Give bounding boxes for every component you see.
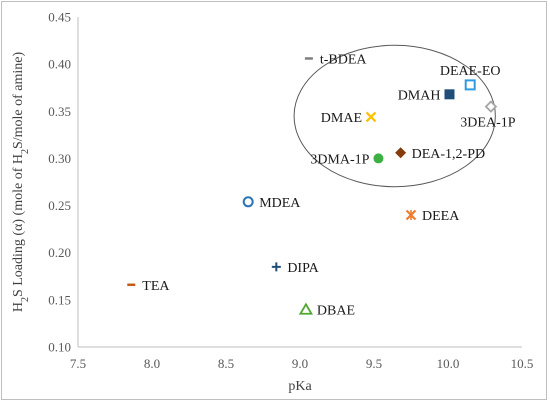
data-point [464,79,476,91]
y-axis-title: H2S Loading (α) (mole of H2S/mole of ami… [11,51,31,312]
x-tick-label: 9.0 [292,356,308,371]
data-point [395,147,407,159]
highlight-ellipse-layer [293,44,496,188]
point-label: DEA-1,2-PD [412,147,486,162]
point-label: DBAE [317,303,355,318]
data-point [298,302,313,315]
data-point [484,100,498,113]
y-tick-label: 0.40 [48,57,71,72]
axes [77,17,522,348]
x-tick-label: 10.5 [511,356,534,371]
y-title-part: S Loading (α) (mole of H [11,154,26,297]
y-title-part: H [11,302,26,312]
y-tick-label: 0.30 [48,151,71,166]
x-axis-title: pKa [288,379,312,394]
x-tick-label: 9.5 [366,356,382,371]
data-point [444,89,455,100]
x-tick-labels: 7.5 8.0 8.5 9.0 9.5 10.0 10.5 [70,356,534,371]
point-labels: t-BDEA DEAE-EO DMAH 3DEA-1P DMAE DEA-1,2-PD 3D… [142,52,515,318]
point-label: DEAE-EO [440,64,501,79]
point-label: 3DEA-1P [460,116,515,131]
y-tick-label: 0.15 [48,292,71,307]
x-tick-label: 8.0 [144,356,160,371]
point-label: t-BDEA [320,52,368,67]
data-points [127,57,498,315]
data-point [373,153,384,164]
y-tick-labels: 0.10 0.15 0.20 0.25 0.30 0.35 0.40 0.45 [48,10,71,355]
y-tick-label: 0.25 [48,198,71,213]
point-label: MDEA [259,196,301,211]
data-point [242,196,254,208]
point-label: DMAH [398,88,441,103]
x-tick-label: 7.5 [70,356,86,371]
point-label: TEA [142,279,170,294]
data-point [365,111,377,123]
y-tick-label: 0.10 [48,340,71,355]
x-tick-label: 8.5 [218,356,234,371]
data-point [405,209,417,221]
y-title-subscript: 2 [20,297,31,302]
y-tick-label: 0.20 [48,245,71,260]
y-title-part: S/mole of amine) [11,51,26,149]
x-tick-label: 10.0 [437,356,460,371]
highlight-ellipse [293,44,496,188]
data-point [271,262,281,272]
y-tick-label: 0.35 [48,104,71,119]
point-label: DEEA [422,209,460,224]
y-tick-label: 0.45 [48,10,71,25]
point-label: DMAE [321,111,362,126]
y-title-subscript: 2 [20,149,31,154]
point-label: DIPA [287,261,319,276]
point-label: 3DMA-1P [310,152,369,167]
